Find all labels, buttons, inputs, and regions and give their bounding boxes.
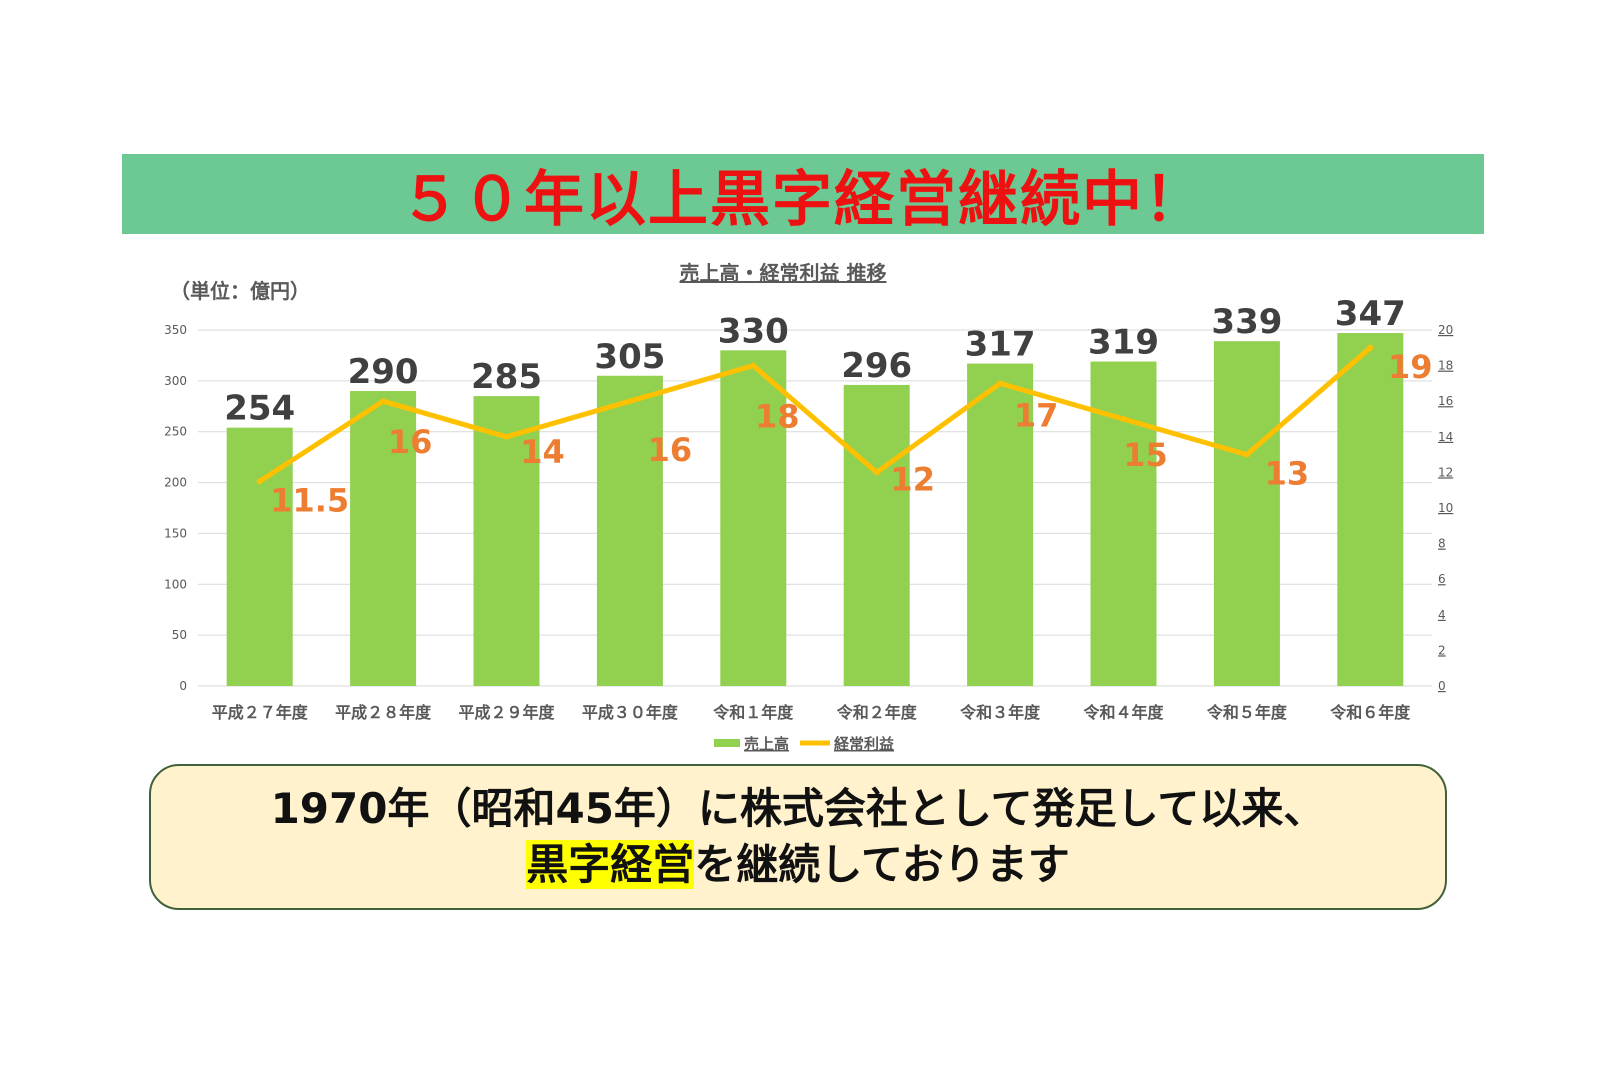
profit-point [750,362,757,369]
bar [473,396,540,686]
bar [226,427,293,686]
y-right-tick-label: 6 [1438,572,1446,586]
bar-value-label: 319 [1088,323,1159,363]
profit-point [256,478,263,485]
headline-text: ５０年以上黒字経営継続中！ [400,164,1206,235]
y-right-tick-label: 4 [1438,608,1446,622]
y-right-tick-label: 14 [1438,430,1453,444]
message-line-1: 1970年（昭和45年）に株式会社として発足して以来、 [270,784,1326,833]
profit-value-label: 14 [520,433,565,471]
legend-swatch-sales [714,739,740,747]
profit-line [258,345,1372,484]
x-tick-label: 令和５年度 [1206,703,1288,722]
legend-label-sales: 売上高 [744,735,789,753]
y-left-tick-label: 300 [164,374,187,388]
chart-title: 売上高・経常利益 推移 [680,261,887,285]
x-tick-label: 令和６年度 [1329,703,1411,722]
x-tick-label: 平成２８年度 [335,703,432,722]
x-tick-label: 平成２７年度 [212,703,309,722]
bar [596,375,663,686]
profit-point [873,469,880,476]
y-right-tick-label: 8 [1438,537,1446,551]
profit-value-label: 16 [388,423,433,461]
y-right-tick-label: 10 [1438,501,1453,515]
y-right-tick-label: 16 [1438,394,1453,408]
x-tick-label: 平成２９年度 [458,703,555,722]
y-left-tick-label: 0 [179,679,187,693]
y-right-tick-label: 18 [1438,359,1453,373]
x-tick-label: 平成３０年度 [582,703,679,722]
y-right-tick-label: 12 [1438,465,1453,479]
bar [1090,361,1157,686]
sales-profit-chart: 0 50 100 150 200 250 300 350 0 2 4 6 8 10 12 14 16 18 20 売上… [164,261,1453,753]
y-left-tick-label: 350 [164,323,187,337]
profit-value-label: 16 [648,431,693,469]
legend-label-profit: 経常利益 [834,735,894,753]
y-left-tick-label: 150 [164,526,187,540]
profit-value-label: 15 [1123,436,1168,474]
x-tick-label: 令和３年度 [959,703,1041,722]
profit-value-label: 12 [890,460,935,498]
y-right-tick-label: 0 [1438,679,1446,693]
y-left-tick-label: 250 [164,425,187,439]
bar-value-label: 347 [1335,294,1406,334]
profit-point [1120,416,1127,422]
bar-value-label: 305 [594,337,665,377]
profit-point [1243,451,1250,458]
bar-value-label: 339 [1211,302,1282,342]
bar [1213,341,1280,686]
message-box: 1970年（昭和45年）に株式会社として発足して以来、 黒字経営を継続しておりま… [149,764,1447,910]
y-right-tick-label: 20 [1438,323,1453,337]
bar [1337,333,1404,686]
bar-value-label: 285 [471,357,542,397]
bar-value-label: 290 [348,352,419,392]
headline-banner: ５０年以上黒字経営継続中！ [122,154,1484,235]
profit-point [503,433,510,440]
profit-value-label: 18 [755,398,800,436]
x-tick-label: 令和２年度 [836,703,918,722]
unit-label: （単位：億円） [170,279,310,303]
x-tick-label: 令和１年度 [712,703,794,722]
x-tick-label: 令和４年度 [1082,703,1164,722]
message-line-2-rest: を継続しております [694,840,1070,889]
y-left-tick-label: 100 [164,577,187,591]
profit-value-label: 13 [1265,455,1310,493]
bar [967,363,1034,686]
profit-value-label: 17 [1014,396,1059,434]
profit-point [380,398,387,405]
profit-point [626,398,633,405]
profit-point [1367,344,1374,351]
bar [350,391,417,686]
bar-value-label: 296 [841,346,912,386]
y-left-tick-label: 200 [164,476,187,490]
profit-point [997,380,1004,387]
message-highlight: 黒字経営 [526,840,695,889]
bar-value-label: 330 [718,311,789,351]
profit-value-label: 11.5 [270,481,349,519]
profit-value-label: 19 [1388,348,1433,386]
message-line-2: 黒字経営を継続しております [526,837,1070,893]
bar-value-label: 317 [965,325,1036,365]
y-right-tick-label: 2 [1438,643,1446,657]
bar [843,384,910,686]
bar [720,350,787,686]
y-left-tick-label: 50 [172,628,187,642]
bar-value-label: 254 [224,389,295,429]
